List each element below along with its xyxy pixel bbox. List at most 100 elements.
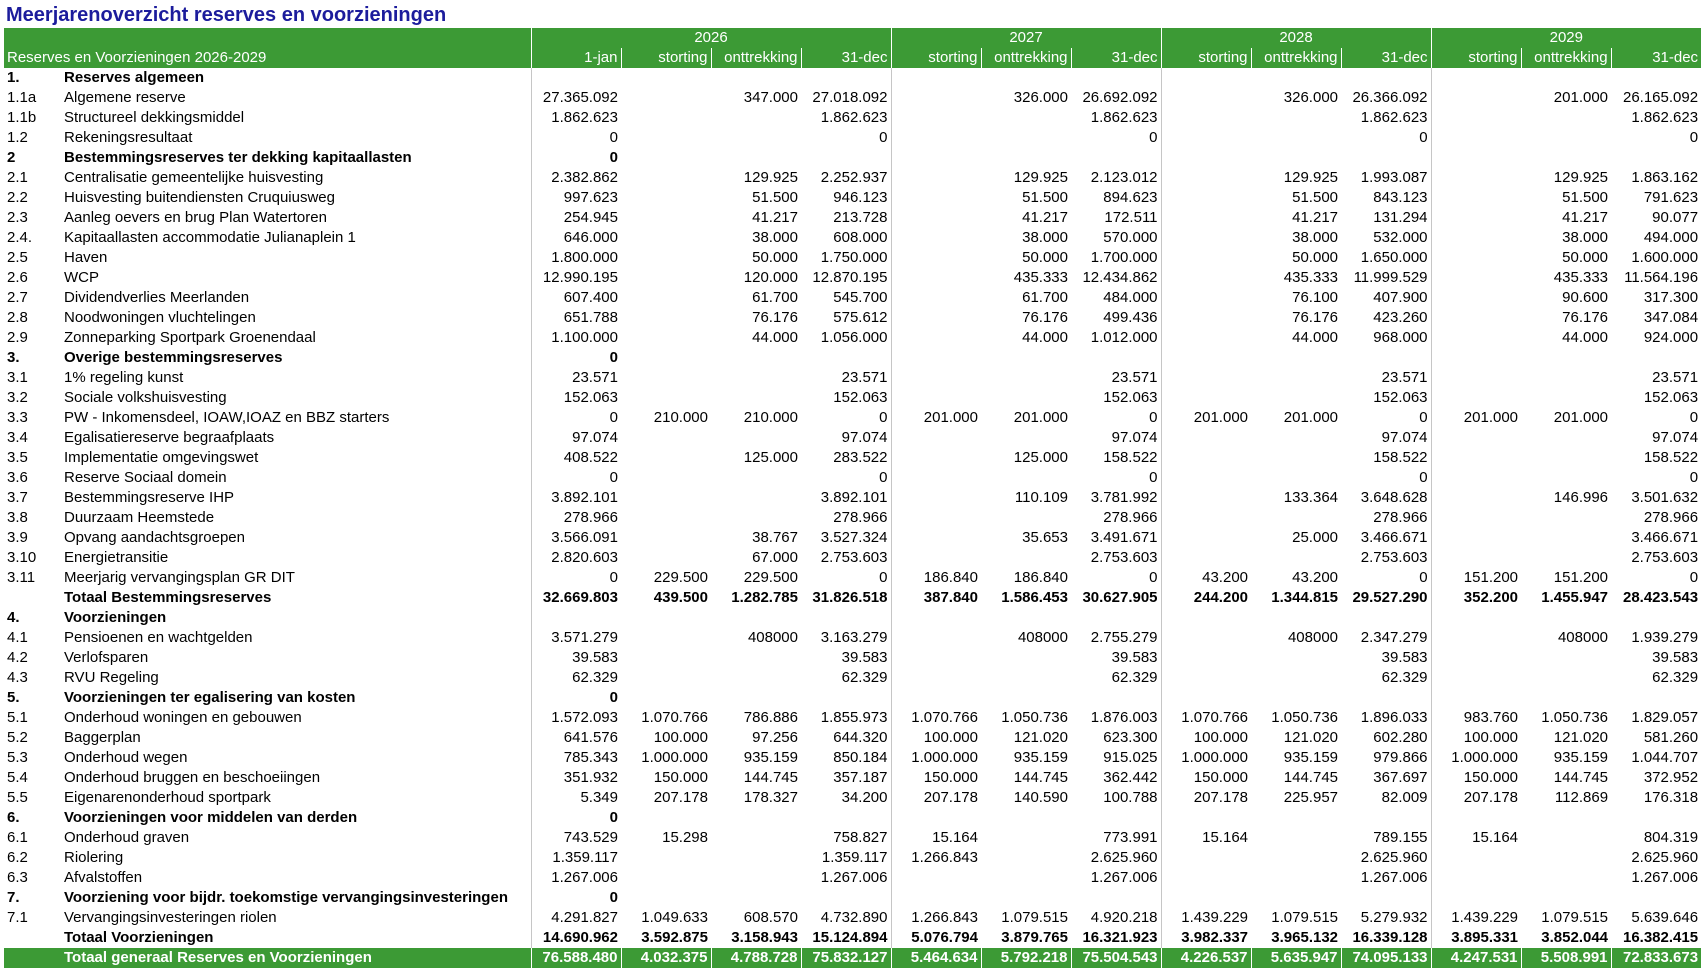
row-name: Dividendverlies Meerlanden [64,289,250,306]
amount-cell [1160,608,1252,628]
amount-cell [1160,428,1252,448]
amount-cell [1430,168,1522,188]
amount-cell: 1.049.633 [641,909,708,926]
grand-total-row: Totaal generaal Reserves en Voorzieninge… [4,948,1702,968]
amount-cell: 1.586.453 [1001,589,1068,606]
amount-cell [1521,68,1611,88]
amount-cell: 120.000 [743,269,798,286]
amount-cell [890,668,981,688]
amount-cell [1521,428,1611,448]
amount-cell: 278.966 [1643,509,1699,526]
table-row: 3.11 Meerjarig vervangingsplan GR DIT 0 229… [4,568,1701,588]
row-name: Overige bestemmingsreserves [64,349,283,366]
amount-cell [890,448,981,468]
row-code: 2.9 [7,329,28,346]
amount-cell [1160,668,1252,688]
amount-cell: 608.570 [743,909,798,926]
amount-cell: 201.000 [890,408,981,428]
amount-cell: 435.333 [1283,269,1339,286]
amount-cell: 97.074 [1111,429,1158,446]
amount-cell: 50.000 [1292,249,1339,266]
amount-cell: 1.344.815 [1271,589,1339,606]
amount-cell: 408000 [1557,629,1609,646]
row-name: Opvang aandachtsgroepen [64,529,245,546]
amount-cell: 210.000 [743,409,798,426]
amount-cell: 3.982.337 [1160,928,1252,948]
amount-cell [1160,868,1252,888]
row-code: 4.2 [7,649,28,666]
amount-cell [890,508,981,528]
amount-cell: 150.000 [890,768,981,788]
year-header: 2027 [890,28,1162,48]
amount-cell: 39.583 [841,649,888,666]
row-name: Algemene reserve [64,89,186,106]
amount-cell [621,468,711,488]
amount-cell [981,68,1071,88]
amount-cell [711,828,801,848]
amount-cell [1251,548,1341,568]
amount-cell: 16.321.923 [1082,929,1158,946]
amount-cell: 151.200 [1553,569,1609,586]
amount-cell: 1.000.000 [641,749,708,766]
table-row: 5.4 Onderhoud bruggen en beschoeiingen 351… [4,768,1701,788]
amount-cell: 5.349 [530,788,621,808]
amount-cell [1160,808,1252,828]
amount-cell [1251,808,1341,828]
amount-cell: 387.840 [890,588,981,608]
amount-cell: 408000 [747,629,798,646]
amount-cell: 207.178 [1430,788,1522,808]
amount-cell: 4.247.531 [1430,948,1522,968]
amount-cell: 26.165.092 [1622,89,1699,106]
amount-cell [1430,448,1522,468]
amount-cell: 1.855.973 [820,709,888,726]
amount-cell [1430,148,1522,168]
amount-cell [1521,808,1611,828]
amount-cell [1430,368,1522,388]
amount-cell [711,668,801,688]
amount-cell: 62.329 [530,668,621,688]
amount-cell [1071,808,1161,828]
amount-cell: 979.866 [1373,749,1428,766]
amount-cell [1160,288,1252,308]
amount-cell [1251,388,1341,408]
row-name: Sociale volkshuisvesting [64,389,227,406]
column-header: 31-dec [1070,48,1162,68]
amount-cell [1160,488,1252,508]
amount-cell: 201.000 [1553,89,1609,106]
amount-cell [981,688,1071,708]
amount-cell: 0 [1419,409,1428,426]
amount-cell [1071,68,1161,88]
amount-cell: 67.000 [752,549,798,566]
amount-cell: 35.653 [1022,529,1068,546]
amount-cell [1341,888,1431,908]
amount-cell [801,148,891,168]
amount-cell: 935.159 [743,749,798,766]
amount-cell: 5.076.794 [890,928,981,948]
amount-cell [981,548,1071,568]
row-name: Voorziening voor bijdr. toekomstige verv… [64,889,508,906]
table-row: 4.2 Verlofsparen 39.583 39.583 39.583 39.583 3… [4,648,1701,668]
amount-cell: 150.000 [653,769,708,786]
amount-cell: 129.925 [743,169,798,186]
amount-cell: 283.522 [833,449,888,466]
amount-cell: 0 [879,409,888,426]
amount-cell [1611,348,1701,368]
amount-cell [1430,428,1522,448]
amount-cell [621,108,711,128]
amount-cell: 0 [530,688,621,708]
amount-cell [801,68,891,88]
amount-cell: 26.366.092 [1352,89,1428,106]
amount-cell: 532.000 [1373,229,1428,246]
amount-cell: 0 [1419,569,1428,586]
table-row: 6.3 Afvalstoffen 1.267.006 1.267.006 1.267.0… [4,868,1701,888]
row-name: Rekeningsresultaat [64,129,193,146]
row-name: Voorzieningen [64,609,167,626]
amount-cell [1071,608,1161,628]
amount-cell: 0 [530,888,621,908]
amount-cell: 229.500 [653,569,708,586]
row-code: 3.3 [7,409,28,426]
amount-cell: 575.612 [833,309,888,326]
amount-cell [711,368,801,388]
amount-cell [1430,888,1522,908]
